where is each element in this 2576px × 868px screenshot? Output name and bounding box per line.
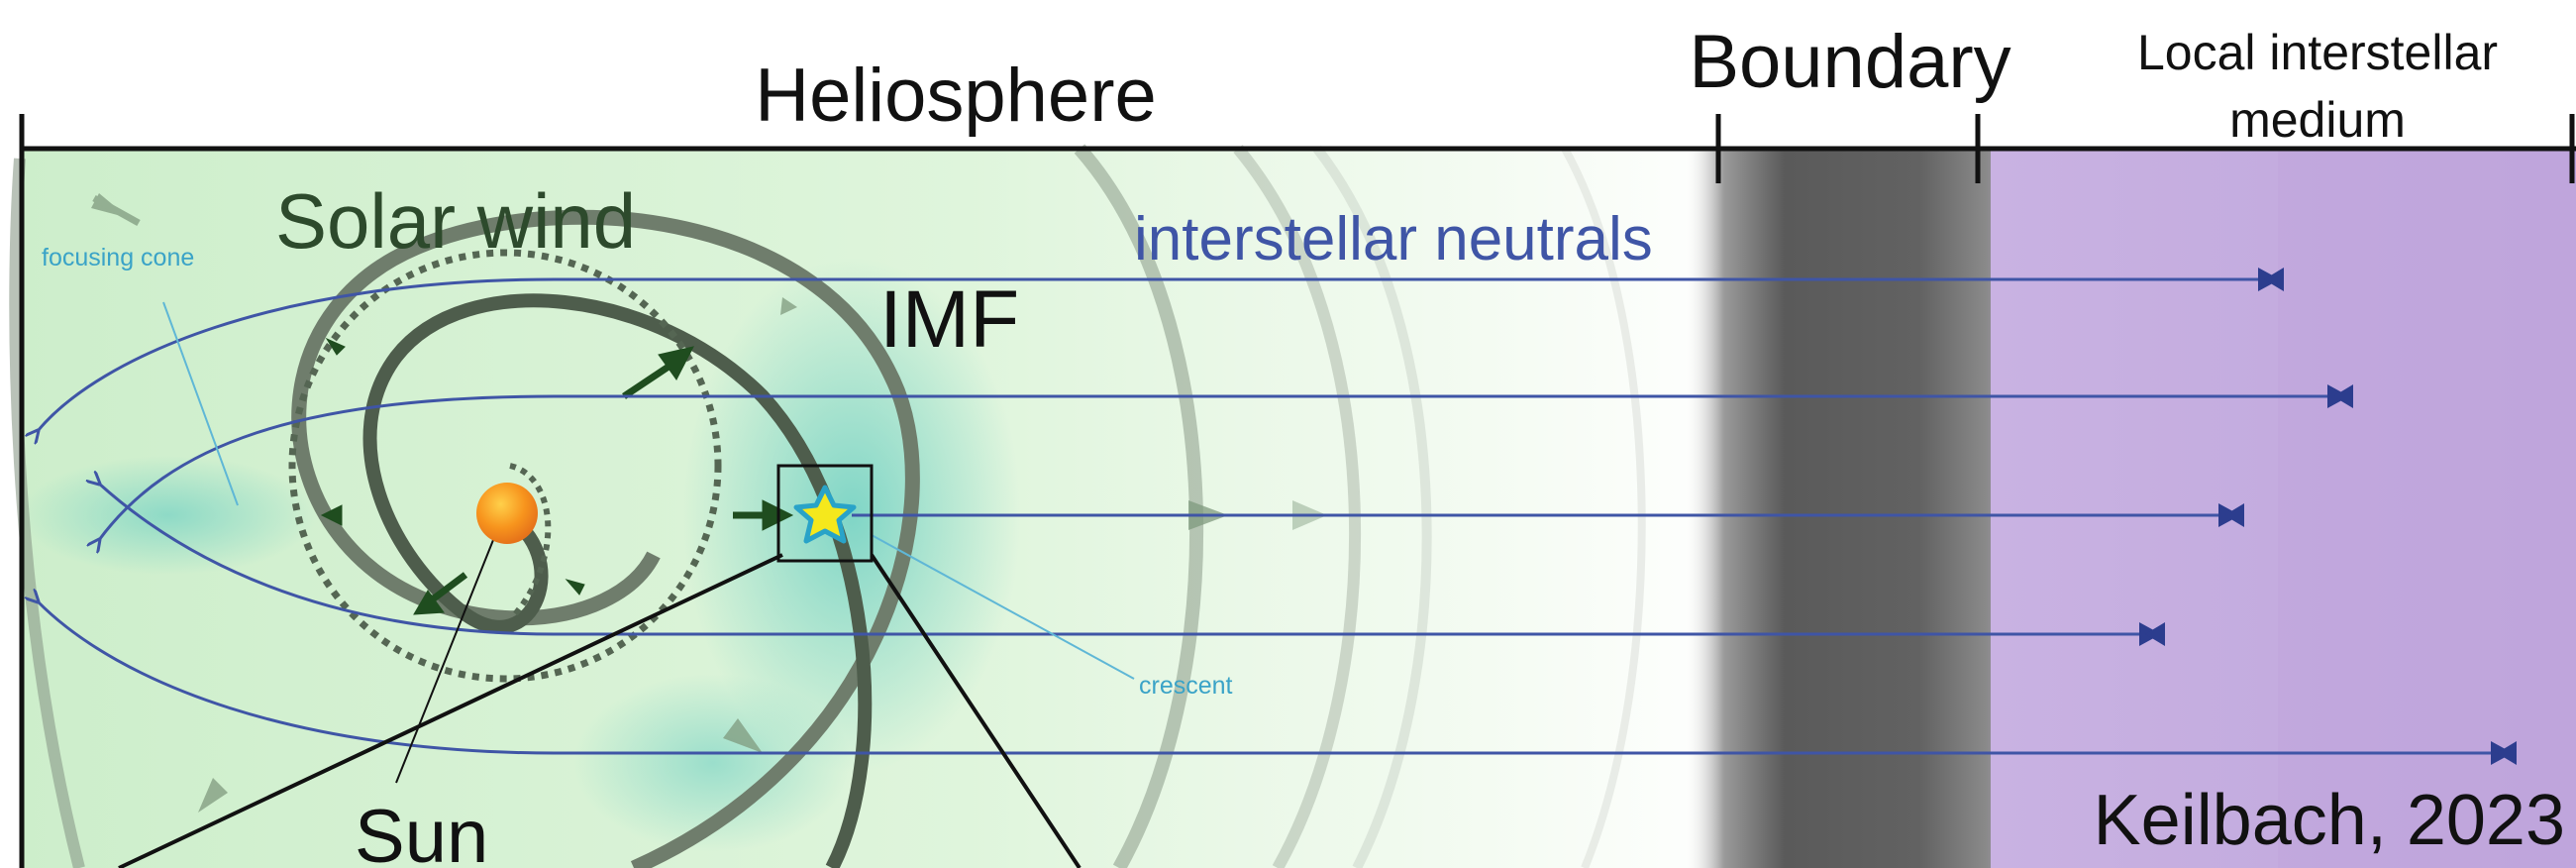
heliosphere-label: Heliosphere — [755, 54, 1157, 138]
sun-pointer — [395, 534, 496, 784]
lism-right-band — [2278, 149, 2576, 868]
region-axis — [19, 114, 2576, 868]
imf-spiral-arm-inner — [362, 293, 873, 868]
solar-wind-label: Solar wind — [275, 177, 636, 265]
lism-label-line1: Local interstellar — [2137, 25, 2498, 80]
lism-label-line2: medium — [2229, 92, 2406, 148]
zoom-line-left — [118, 553, 783, 868]
imf-label: IMF — [879, 274, 1019, 365]
boundary-label: Boundary — [1689, 20, 2010, 104]
imf-outer-arcs — [9, 144, 1646, 868]
sun-label: Sun — [355, 795, 488, 868]
zoom-box — [776, 464, 874, 563]
credit-label: Keilbach, 2023 — [2094, 781, 2565, 860]
interstellar-neutrals-label: interstellar neutrals — [1134, 205, 1653, 273]
boundary-region — [1684, 149, 2020, 868]
spacecraft-star-icon — [793, 485, 857, 544]
neutral-source-markers — [2139, 268, 2517, 765]
inner-dotted-arc — [509, 463, 552, 616]
interstellar-neutral-trajectories — [38, 277, 2501, 755]
teal-glow-lower — [574, 674, 852, 852]
focusing-cone-label: focusing cone — [42, 244, 194, 271]
crescent-pointer — [871, 534, 1135, 680]
zoom-line-right — [870, 553, 1082, 868]
crescent-label: crescent — [1139, 672, 1233, 700]
focusing-cone-pointer — [162, 301, 239, 506]
sun-icon — [476, 483, 538, 544]
imf-spiral-arm-outer — [291, 209, 920, 868]
solar-wind-boundary-dotted — [288, 249, 722, 683]
